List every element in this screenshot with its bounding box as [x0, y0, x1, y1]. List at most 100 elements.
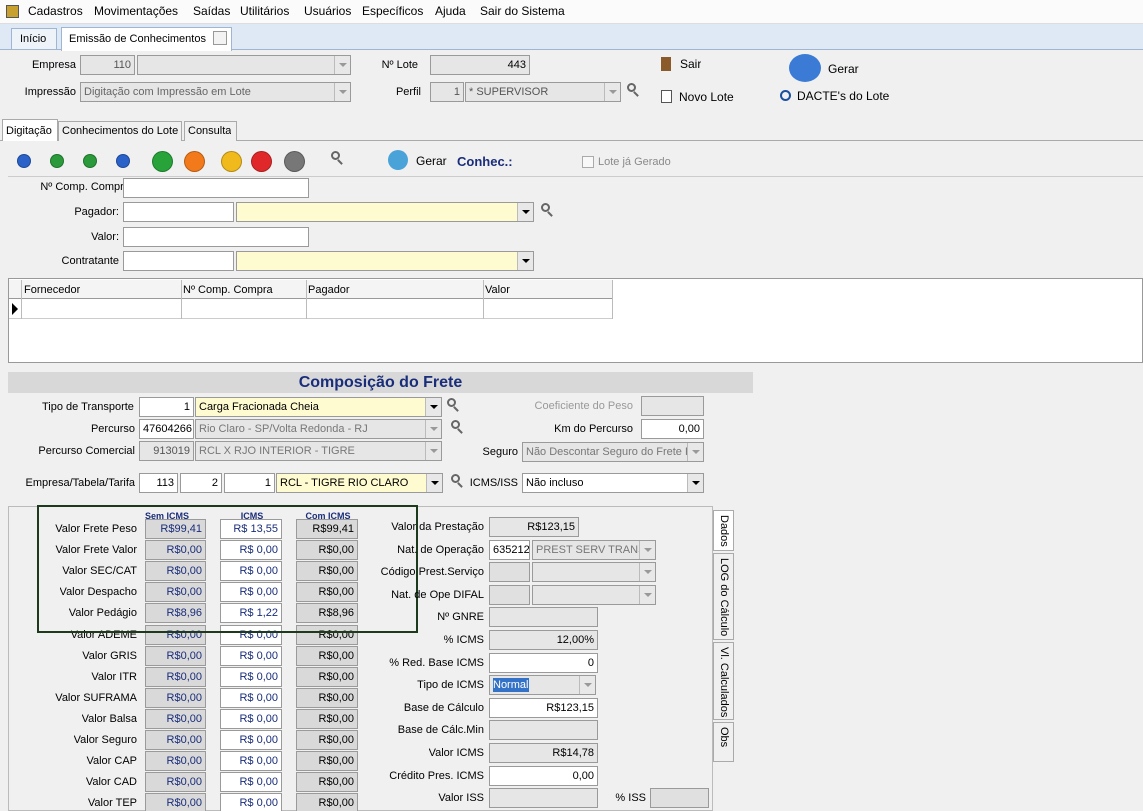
- input[interactable]: 1: [430, 82, 464, 102]
- input[interactable]: [489, 607, 598, 628]
- text[interactable]: Sair do Sistema: [480, 4, 565, 18]
- input[interactable]: R$0,00: [145, 666, 206, 687]
- input[interactable]: R$0,00: [145, 793, 206, 811]
- input[interactable]: R$ 0,00: [220, 708, 282, 729]
- input[interactable]: R$ 0,00: [220, 772, 282, 793]
- text[interactable]: DACTE's do Lote: [797, 89, 890, 103]
- text[interactable]: Saídas: [193, 4, 231, 18]
- input[interactable]: R$ 0,00: [220, 793, 282, 811]
- combo-box[interactable]: PREST SERV TRANSI: [532, 539, 656, 560]
- input[interactable]: R$123,15: [489, 697, 598, 718]
- input[interactable]: R$ 13,55: [220, 519, 282, 539]
- search-icon[interactable]: [451, 474, 460, 483]
- search-icon[interactable]: [451, 420, 460, 429]
- input[interactable]: R$0,00: [296, 793, 358, 811]
- input[interactable]: R$0,00: [296, 751, 358, 772]
- dropdown-arrow[interactable]: [334, 83, 350, 101]
- input[interactable]: R$0,00: [145, 540, 206, 561]
- combo-box[interactable]: Não incluso: [522, 473, 704, 493]
- combo-box[interactable]: RCL X RJO INTERIOR - TIGRE: [195, 441, 442, 461]
- text[interactable]: Gerar: [416, 154, 447, 168]
- input[interactable]: R$8,96: [145, 603, 206, 624]
- dacte-icon[interactable]: [780, 90, 791, 101]
- input[interactable]: 1: [224, 473, 275, 493]
- text[interactable]: Movimentações: [94, 4, 179, 18]
- text[interactable]: Lote já Gerado: [598, 156, 671, 168]
- input[interactable]: 913019: [139, 441, 194, 461]
- subtab-active[interactable]: [2, 119, 58, 141]
- input[interactable]: R$ 0,00: [220, 666, 282, 687]
- side-tab[interactable]: Obs: [713, 722, 734, 762]
- input[interactable]: [650, 788, 709, 808]
- input[interactable]: R$0,00: [296, 772, 358, 793]
- dropdown-arrow[interactable]: [579, 676, 595, 695]
- dropdown-arrow[interactable]: [517, 203, 533, 221]
- text[interactable]: Emissão de Conhecimentos: [69, 33, 206, 45]
- dropdown-arrow[interactable]: [517, 252, 533, 270]
- search-icon[interactable]: [331, 151, 340, 160]
- text[interactable]: Digitação: [6, 125, 52, 137]
- text[interactable]: Gerar: [828, 62, 859, 76]
- text[interactable]: Específicos: [362, 4, 424, 18]
- input[interactable]: R$123,15: [489, 517, 579, 537]
- text[interactable]: Início: [20, 33, 47, 45]
- dropdown-arrow[interactable]: [604, 83, 620, 101]
- input[interactable]: R$ 0,00: [220, 730, 282, 750]
- input[interactable]: R$0,00: [296, 687, 358, 708]
- input[interactable]: 635212: [489, 539, 530, 560]
- nav-button[interactable]: [17, 154, 31, 168]
- input[interactable]: R$0,00: [296, 666, 358, 687]
- dropdown-arrow[interactable]: [425, 420, 441, 438]
- flash-button[interactable]: [183, 150, 205, 172]
- input[interactable]: R$ 0,00: [220, 687, 282, 708]
- input[interactable]: R$99,41: [145, 519, 206, 539]
- nav-button[interactable]: [116, 154, 130, 168]
- text[interactable]: Utilitários: [240, 4, 290, 18]
- input[interactable]: R$99,41: [296, 519, 358, 539]
- gerar-icon[interactable]: [388, 150, 408, 170]
- dropdown-arrow[interactable]: [425, 398, 441, 416]
- dropdown-arrow[interactable]: [639, 585, 655, 604]
- combo-box[interactable]: [236, 202, 534, 222]
- search-icon[interactable]: [447, 398, 456, 407]
- dropdown-arrow[interactable]: [334, 56, 350, 74]
- exit-icon[interactable]: [661, 57, 671, 71]
- mdfe-icon[interactable]: [789, 54, 821, 82]
- combo-box[interactable]: [137, 55, 351, 75]
- subtab[interactable]: [184, 121, 237, 141]
- cancel-button[interactable]: [283, 150, 305, 172]
- text[interactable]: Valor: [485, 284, 510, 296]
- input[interactable]: R$ 0,00: [220, 645, 282, 666]
- side-tab[interactable]: Vl. Calculados: [713, 642, 734, 720]
- input[interactable]: 0,00: [489, 765, 598, 786]
- input[interactable]: 0: [489, 652, 598, 673]
- combo-box[interactable]: RCL - TIGRE RIO CLARO: [276, 473, 443, 493]
- text[interactable]: Ajuda: [435, 4, 466, 18]
- input[interactable]: R$14,78: [489, 743, 598, 763]
- input[interactable]: R$0,00: [145, 730, 206, 750]
- dropdown-arrow[interactable]: [639, 563, 655, 582]
- input[interactable]: R$0,00: [145, 582, 206, 603]
- dropdown-arrow[interactable]: [687, 443, 703, 461]
- input[interactable]: R$0,00: [296, 624, 358, 645]
- tab-close[interactable]: [213, 31, 227, 45]
- dropdown-arrow[interactable]: [639, 540, 655, 559]
- input[interactable]: R$ 0,00: [220, 751, 282, 772]
- input[interactable]: R$ 1,22: [220, 603, 282, 624]
- input[interactable]: R$0,00: [145, 645, 206, 666]
- combo-box[interactable]: [236, 251, 534, 271]
- text[interactable]: Cadastros: [28, 4, 83, 18]
- input[interactable]: 110: [80, 55, 135, 75]
- input[interactable]: [123, 178, 309, 198]
- combo-box[interactable]: Rio Claro - SP/Volta Redonda - RJ: [195, 419, 442, 439]
- input[interactable]: R$0,00: [296, 582, 358, 603]
- input[interactable]: R$0,00: [296, 561, 358, 582]
- checkbox[interactable]: [582, 156, 594, 168]
- text[interactable]: Fornecedor: [24, 284, 81, 296]
- tab[interactable]: [11, 28, 57, 50]
- dropdown-arrow[interactable]: [426, 474, 442, 492]
- input[interactable]: 47604266: [139, 419, 194, 439]
- input[interactable]: 113: [139, 473, 178, 493]
- combo-box[interactable]: Normal: [489, 675, 596, 696]
- input[interactable]: [489, 562, 530, 583]
